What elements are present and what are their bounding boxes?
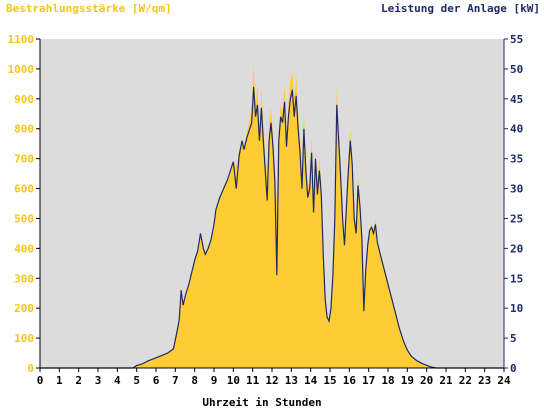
left-tick-label: 0 — [27, 362, 34, 375]
right-tick-label: 40 — [510, 123, 523, 136]
x-tick-label: 8 — [191, 374, 198, 387]
x-tick-label: 18 — [381, 374, 394, 387]
x-axis-ticks: 0 1 2 3 4 5 6 7 8 9 10 11 12 13 14 15 16 17 18 19 20 21 22 23 24 — [37, 368, 511, 387]
x-tick-label: 0 — [37, 374, 44, 387]
x-tick-label: 13 — [285, 374, 298, 387]
left-tick-label: 200 — [14, 302, 34, 315]
right-tick-label: 45 — [510, 93, 523, 106]
power-line — [40, 86, 504, 369]
x-tick-label: 17 — [362, 374, 375, 387]
irradiance-area — [40, 65, 504, 369]
left-axis-ticks: 0 100 200 300 400 500 600 700 800 900 1000 1100 — [8, 33, 40, 375]
x-tick-label: 1 — [56, 374, 63, 387]
x-tick-label: 23 — [478, 374, 491, 387]
x-tick-label: 7 — [172, 374, 179, 387]
left-tick-label: 400 — [14, 242, 34, 255]
x-tick-label: 19 — [401, 374, 414, 387]
x-axis-label: Uhrzeit in Stunden — [202, 396, 321, 408]
right-tick-label: 25 — [510, 212, 523, 225]
left-tick-label: 100 — [14, 332, 34, 345]
right-tick-label: 55 — [510, 33, 523, 46]
x-tick-label: 24 — [497, 374, 511, 387]
right-tick-label: 35 — [510, 153, 523, 166]
left-tick-label: 1100 — [8, 33, 35, 46]
x-tick-label: 10 — [227, 374, 240, 387]
x-tick-label: 20 — [420, 374, 433, 387]
x-tick-label: 14 — [304, 374, 318, 387]
left-tick-label: 600 — [14, 183, 34, 196]
x-tick-label: 16 — [343, 374, 357, 387]
right-tick-label: 15 — [510, 272, 523, 285]
left-tick-label: 800 — [14, 123, 34, 136]
right-tick-label: 30 — [510, 183, 523, 196]
right-tick-label: 0 — [510, 362, 517, 375]
right-axis-title: Leistung der Anlage [kW] — [381, 2, 540, 15]
x-tick-label: 21 — [439, 374, 453, 387]
x-tick-label: 15 — [323, 374, 336, 387]
right-tick-label: 20 — [510, 242, 523, 255]
left-tick-label: 900 — [14, 93, 34, 106]
left-axis-title: Bestrahlungsstärke [W/qm] — [6, 2, 172, 15]
left-tick-label: 300 — [14, 272, 34, 285]
x-tick-label: 6 — [153, 374, 160, 387]
x-tick-label: 5 — [133, 374, 140, 387]
x-tick-label: 2 — [75, 374, 82, 387]
x-tick-label: 9 — [211, 374, 218, 387]
x-tick-label: 3 — [95, 374, 102, 387]
left-tick-label: 500 — [14, 212, 34, 225]
x-tick-label: 4 — [114, 374, 121, 387]
left-tick-label: 700 — [14, 153, 34, 166]
right-axis-ticks: 0 5 10 15 20 25 30 35 40 45 50 55 — [504, 33, 523, 375]
x-tick-label: 11 — [246, 374, 260, 387]
right-tick-label: 5 — [510, 332, 517, 345]
x-tick-label: 12 — [265, 374, 278, 387]
left-tick-label: 1000 — [8, 63, 35, 76]
right-tick-label: 50 — [510, 63, 523, 76]
right-tick-label: 10 — [510, 302, 523, 315]
x-tick-label: 22 — [459, 374, 472, 387]
